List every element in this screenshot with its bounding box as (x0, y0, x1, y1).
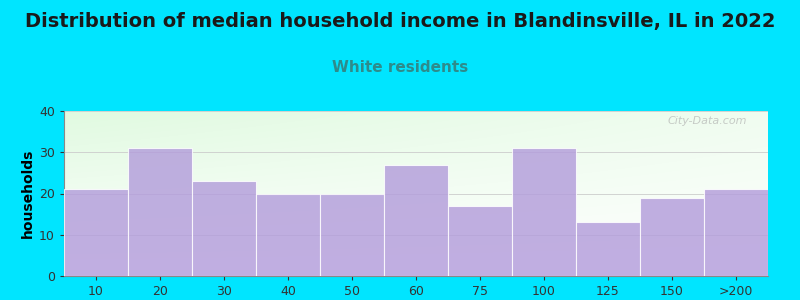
Bar (512, 148, 576, 276)
Text: City-Data.com: City-Data.com (667, 116, 747, 126)
Bar (384, 165, 448, 276)
Bar (64, 189, 128, 276)
Y-axis label: households: households (21, 149, 35, 238)
Text: Distribution of median household income in Blandinsville, IL in 2022: Distribution of median household income … (25, 12, 775, 31)
Bar (320, 194, 384, 276)
Bar (128, 148, 192, 276)
Bar (192, 181, 256, 276)
Bar (256, 194, 320, 276)
Bar (704, 189, 768, 276)
Bar (640, 198, 704, 276)
Text: White residents: White residents (332, 60, 468, 75)
Bar (576, 222, 640, 276)
Bar (448, 206, 512, 276)
